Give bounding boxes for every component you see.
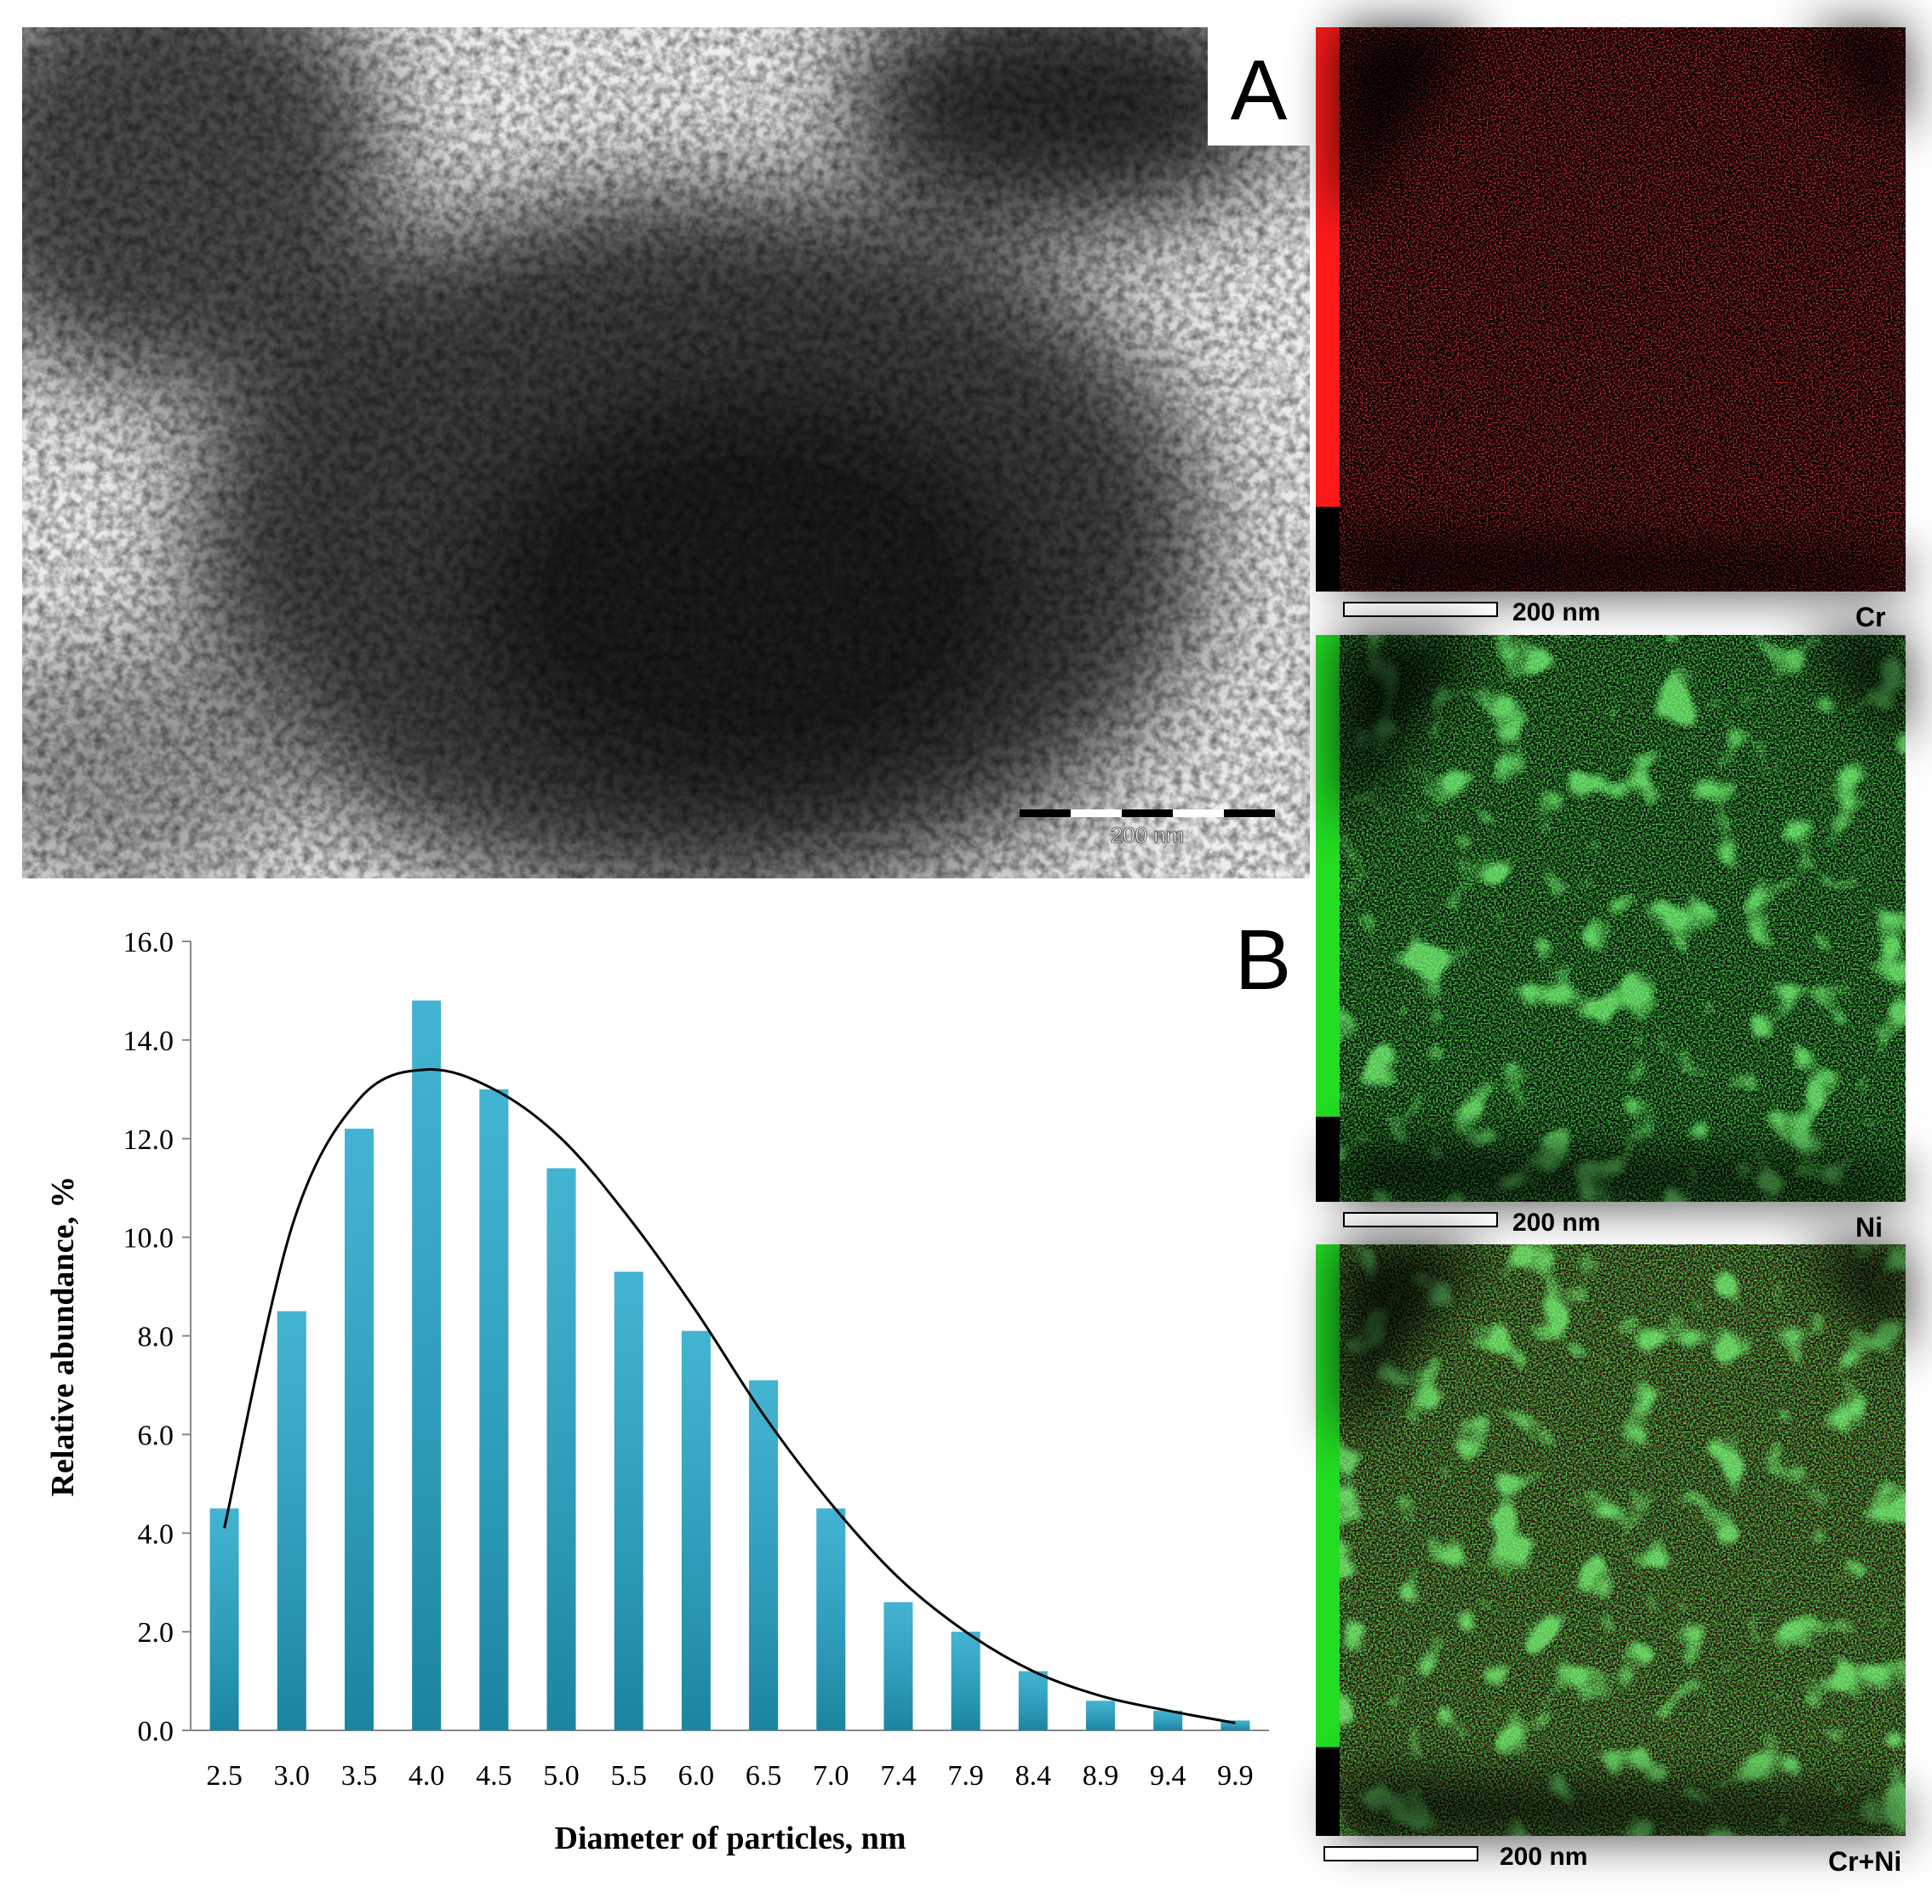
bar-shade	[883, 1602, 913, 1730]
x-tick-label: 9.4	[1150, 1760, 1186, 1792]
map-green-blobs	[1340, 635, 1906, 1202]
x-tick-label: 5.0	[543, 1760, 580, 1792]
bar-shade	[209, 1508, 239, 1730]
fit-curve	[223, 1067, 1236, 1724]
chart: B Diameter of particles, nm Relative abu…	[45, 912, 1291, 1856]
x-tick-label: 7.0	[813, 1760, 849, 1792]
map-element-label: Ni	[1855, 1212, 1883, 1243]
bar-shade	[277, 1311, 306, 1730]
map-element-label: Cr+Ni	[1828, 1846, 1901, 1877]
y-tick-label: 8.0	[138, 1322, 174, 1353]
x-tick-label: 4.0	[409, 1760, 445, 1792]
bar-shade	[614, 1272, 643, 1730]
map-red	[1340, 27, 1906, 592]
map-scale-label: 200 nm	[1500, 1843, 1587, 1871]
y-tick-label: 12.0	[123, 1124, 174, 1156]
bar-shade	[546, 1168, 576, 1730]
bar-shade	[479, 1089, 509, 1730]
edx-maps: 200 nm Cr 200 nm Ni 200 nm Cr+Ni	[1316, 27, 1906, 1877]
map-element-label: Cr	[1855, 602, 1886, 632]
bar-shade	[1018, 1671, 1048, 1730]
panel-label: A	[1231, 43, 1288, 138]
bar-shade	[1220, 1720, 1250, 1730]
y-axis-title: Relative abundance, %	[45, 1176, 81, 1497]
x-tick-label: 6.0	[678, 1760, 715, 1792]
y-tick-label: 16.0	[123, 927, 174, 958]
x-tick-label: 7.9	[947, 1760, 984, 1792]
map-texture	[1340, 635, 1906, 1202]
map-colorbar	[1316, 27, 1340, 507]
y-tick-label: 14.0	[123, 1026, 174, 1057]
y-tick-label: 6.0	[138, 1420, 174, 1451]
map-colorbar	[1316, 1244, 1340, 1747]
y-tick-label: 4.0	[138, 1518, 174, 1550]
bar-shade	[681, 1330, 711, 1730]
map-shadow	[1340, 27, 1906, 592]
bar-shade	[951, 1632, 980, 1730]
map-shadow	[1340, 635, 1906, 1202]
map-scale-bar	[1323, 1846, 1478, 1861]
map-texture	[1340, 1244, 1906, 1836]
bar-shade	[749, 1380, 779, 1730]
x-tick-label: 4.5	[476, 1760, 512, 1792]
tem-scale-label: 200 nm	[1111, 822, 1185, 848]
map-colorbar	[1316, 635, 1340, 1118]
map-scale-label: 200 nm	[1512, 598, 1600, 626]
x-tick-label: 8.9	[1083, 1760, 1119, 1792]
map-scale-label: 200 nm	[1512, 1209, 1600, 1237]
map-texture	[1340, 27, 1906, 592]
y-tick-label: 2.0	[138, 1617, 174, 1649]
y-tick-label: 10.0	[123, 1223, 174, 1255]
map-green-blobs	[1340, 1244, 1906, 1836]
x-tick-label: 9.9	[1217, 1760, 1254, 1792]
x-axis-title: Diameter of particles, nm	[555, 1821, 906, 1856]
bar-shade	[1153, 1710, 1183, 1730]
map-scale-bar	[1343, 1212, 1498, 1227]
map-shadow	[1340, 1244, 1906, 1836]
x-tick-label: 7.4	[880, 1760, 917, 1792]
bar-shade	[412, 1000, 442, 1730]
x-tick-label: 3.5	[341, 1760, 378, 1792]
label-box	[1208, 27, 1310, 146]
bar-shade	[816, 1508, 846, 1730]
x-tick-label: 8.4	[1015, 1760, 1052, 1792]
panel-label: B	[1235, 912, 1292, 1008]
map-scale-bar	[1343, 602, 1498, 617]
x-tick-label: 5.5	[610, 1760, 647, 1792]
y-tick-label: 0.0	[138, 1716, 174, 1747]
x-tick-label: 3.0	[274, 1760, 311, 1792]
x-tick-label: 2.5	[206, 1760, 243, 1792]
bar-shade	[1086, 1701, 1116, 1730]
bar-shade	[344, 1129, 374, 1730]
tem-image: 200 nm	[22, 27, 1310, 878]
x-tick-label: 6.5	[746, 1760, 782, 1792]
tem-scale-bar: 200 nm	[1020, 809, 1275, 848]
